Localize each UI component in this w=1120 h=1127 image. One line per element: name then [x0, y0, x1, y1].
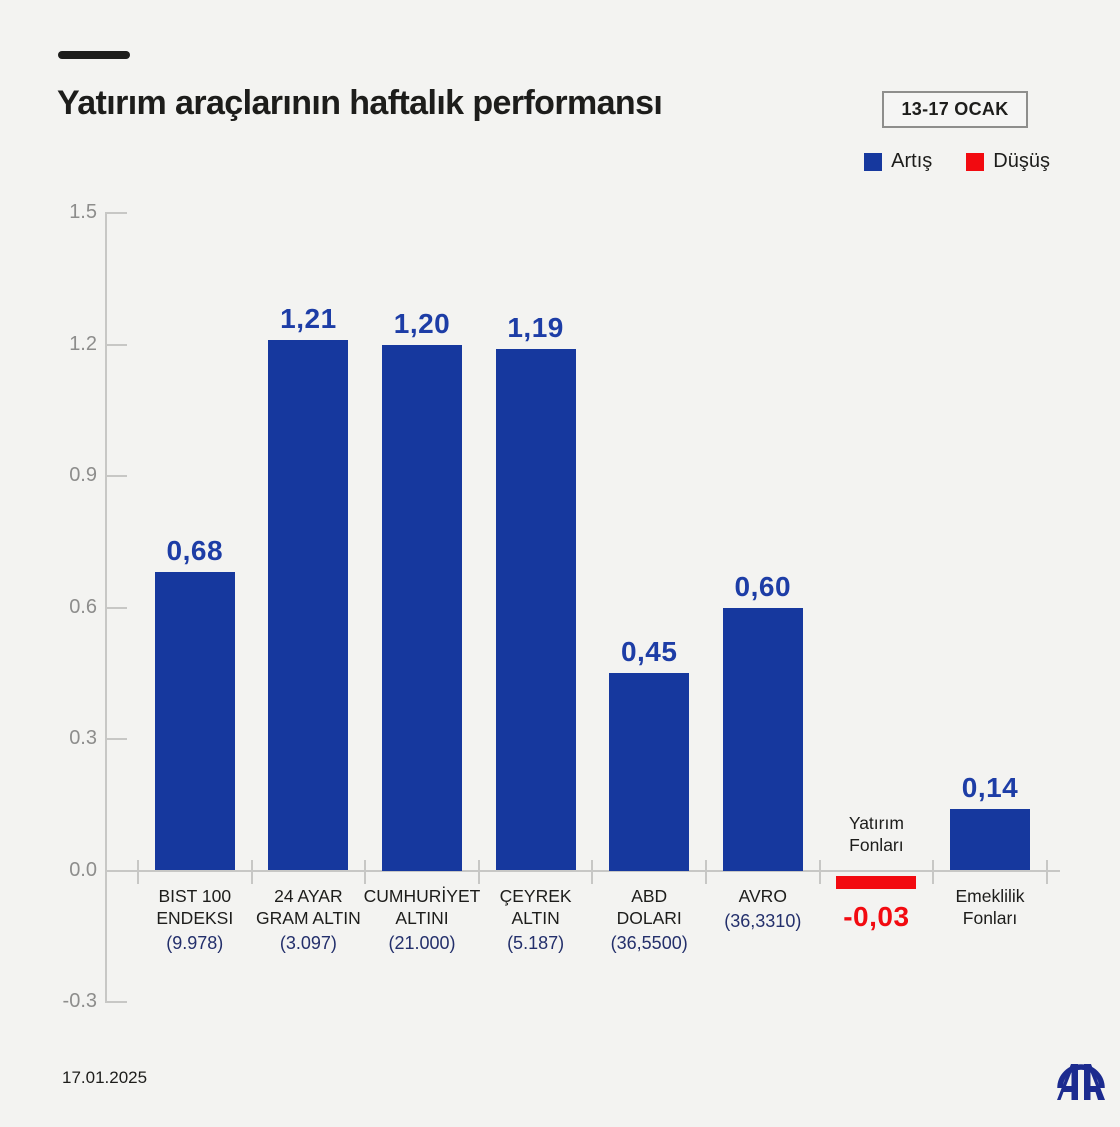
- y-tick: [105, 343, 127, 346]
- legend-increase-label: Artış: [891, 150, 933, 172]
- bar-positive: [495, 348, 576, 871]
- category-name-line: ÇEYREK: [499, 885, 572, 906]
- category-name-line: BIST 100: [158, 885, 232, 906]
- bar-value-label: 1,19: [507, 311, 564, 343]
- legend-decrease-label: Düşüş: [993, 150, 1050, 172]
- category-name-line: Yatırım: [848, 812, 904, 833]
- bar-value-label: 0,68: [166, 535, 224, 567]
- aa-logo-icon: [1057, 1064, 1105, 1100]
- y-tick-label: 1.2: [69, 332, 97, 355]
- category-name-line: ENDEKSI: [156, 907, 234, 928]
- legend-item-decrease: Düşüş: [966, 150, 1050, 173]
- bar-positive: [722, 607, 803, 871]
- category-name-line: CUMHURİYET: [363, 885, 481, 906]
- bar-value-label: 0,60: [734, 570, 792, 602]
- category-name-line: Emeklilik: [955, 885, 1025, 906]
- category-current-value: (9.978): [166, 932, 224, 953]
- bar-value-label: -0,03: [843, 900, 910, 932]
- bar-value-label: 1,20: [393, 307, 451, 339]
- category-tick: [591, 859, 594, 884]
- category-name-line: ALTIN: [511, 907, 560, 928]
- bar-positive: [950, 809, 1030, 871]
- y-tick: [105, 212, 127, 214]
- category-name-line: DOLARI: [616, 907, 682, 928]
- category-label: ABD DOLARI (36,5500): [579, 885, 719, 954]
- category-name-line: 24 AYAR: [274, 885, 343, 906]
- y-tick-label: 0.0: [69, 858, 97, 881]
- category-name-line: Fonları: [849, 834, 904, 855]
- decrease-swatch-icon: [966, 152, 985, 171]
- y-tick: [105, 475, 127, 477]
- category-label: CUMHURİYET ALTINI (21.000): [352, 885, 492, 954]
- category-current-value: (36,5500): [610, 932, 688, 953]
- bar-value-label: 0,45: [620, 636, 678, 668]
- category-name-line: GRAM ALTIN: [256, 907, 361, 928]
- y-tick: [105, 1001, 127, 1003]
- bar-value-label: 1,21: [280, 303, 337, 335]
- date-range-badge: 13-17 OCAK: [882, 91, 1028, 128]
- page-title: Yatırım araçlarının haftalık performansı: [57, 84, 663, 122]
- category-label: BIST 100 ENDEKSI (9.978): [125, 885, 265, 954]
- chart-legend: Artış Düşüş: [864, 150, 1050, 173]
- y-tick-label: 0.3: [69, 727, 97, 749]
- category-name-line: Fonları: [962, 907, 1018, 928]
- category-tick: [818, 859, 821, 884]
- category-current-value: (21.000): [388, 932, 456, 953]
- category-tick: [250, 859, 253, 884]
- date-range-text: 13-17 OCAK: [901, 99, 1009, 119]
- bar-positive: [382, 344, 462, 871]
- category-label: ÇEYREK ALTIN (5.187): [466, 885, 606, 954]
- category-tick: [932, 859, 935, 884]
- bar-negative: [836, 875, 917, 889]
- y-tick: [105, 606, 127, 609]
- bar-positive: [609, 673, 690, 871]
- category-label: Emeklilik Fonları: [920, 885, 1060, 929]
- y-tick-label: 0.6: [69, 595, 97, 618]
- category-tick: [137, 859, 139, 884]
- anadolu-agency-logo: [1051, 1054, 1111, 1100]
- category-current-value: (36,3310): [724, 910, 802, 931]
- bar-positive: [268, 340, 349, 871]
- category-tick: [364, 859, 367, 884]
- y-tick-label: 0.9: [69, 464, 97, 486]
- y-tick-label: -0.3: [62, 990, 97, 1012]
- category-label: Yatırım Fonları: [806, 812, 946, 856]
- category-current-value: (5.187): [507, 932, 565, 953]
- category-tick: [705, 859, 707, 884]
- publish-date: 17.01.2025: [62, 1068, 148, 1087]
- y-tick-label: 1.5: [69, 201, 97, 223]
- category-tick: [1045, 859, 1048, 884]
- category-name-line: AVRO: [738, 885, 787, 906]
- header-accent-dash: [58, 51, 130, 59]
- category-current-value: (3.097): [279, 932, 337, 953]
- bar-positive: [154, 572, 235, 871]
- category-name-line: ALTINI: [395, 907, 449, 928]
- category-label: 24 AYAR GRAM ALTIN (3.097): [238, 885, 378, 954]
- bar-value-label: 0,14: [961, 772, 1019, 804]
- category-name-line: ABD: [631, 885, 668, 906]
- legend-item-increase: Artış: [864, 150, 932, 173]
- category-label: AVRO (36,3310): [693, 885, 833, 932]
- category-tick: [477, 859, 480, 884]
- x-axis-baseline: [105, 869, 1060, 872]
- y-tick: [105, 738, 127, 740]
- increase-swatch-icon: [864, 152, 883, 171]
